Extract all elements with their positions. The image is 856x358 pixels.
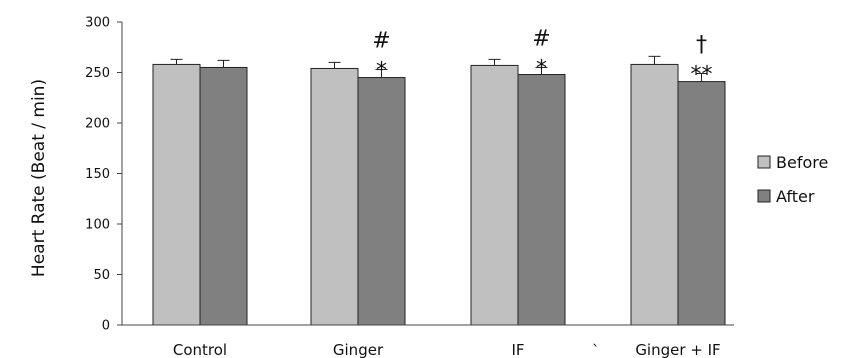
bar-after <box>357 77 406 326</box>
significance-marker: # <box>532 26 550 51</box>
legend-swatch-before <box>757 155 771 169</box>
significance-marker: # <box>372 28 390 53</box>
x-category-label: Control <box>173 341 227 358</box>
x-category-label: Ginger <box>333 341 384 358</box>
legend: Before After <box>757 153 828 206</box>
y-tick-label: 0 <box>102 319 110 334</box>
y-tick-label: 150 <box>85 167 110 182</box>
bar-before <box>152 63 201 326</box>
bar-before <box>470 64 519 326</box>
y-tick-label: 300 <box>85 16 110 31</box>
bar-after <box>199 66 248 326</box>
significance-marker: * <box>536 56 547 81</box>
y-tick-label: 100 <box>85 218 110 233</box>
bar-after <box>677 81 726 326</box>
legend-label-after: After <box>776 187 815 206</box>
y-tick-label: 250 <box>85 66 110 81</box>
x-category-label: Ginger + IF <box>635 341 720 358</box>
y-axis: 0 50 100 150 200 250 300 <box>85 16 123 334</box>
y-tick-label: 200 <box>85 117 110 132</box>
bar-before <box>630 63 679 326</box>
bar-before <box>310 67 359 326</box>
legend-label-before: Before <box>776 153 828 172</box>
significance-marker: † <box>696 33 707 58</box>
stray-backtick-mark: ` <box>592 342 600 358</box>
x-category-label: IF <box>511 341 524 358</box>
bars <box>152 55 726 326</box>
y-axis-label: Heart Rate (Beat / min) <box>29 79 49 277</box>
x-axis: Control Ginger IF Ginger + IF <box>122 324 734 358</box>
significance-annotations: # * # * † ** <box>372 26 712 87</box>
legend-swatch-after <box>757 189 771 203</box>
bar-after <box>517 74 566 326</box>
y-tick-label: 50 <box>93 268 110 283</box>
significance-marker: ** <box>691 63 713 88</box>
significance-marker: * <box>376 58 387 83</box>
